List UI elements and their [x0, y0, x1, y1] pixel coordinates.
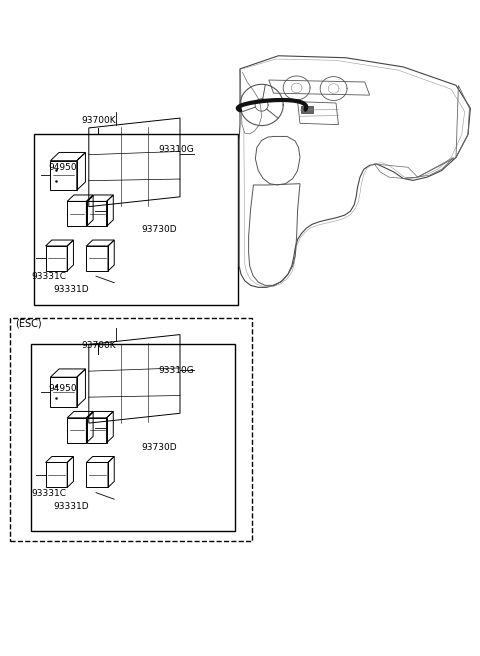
- Bar: [87, 418, 107, 443]
- Text: 93730D: 93730D: [142, 443, 177, 452]
- Bar: [10, 318, 252, 541]
- Bar: [31, 344, 235, 531]
- Text: 93730D: 93730D: [142, 225, 177, 234]
- Text: 93331C: 93331C: [31, 489, 66, 498]
- Bar: [67, 418, 86, 443]
- Text: 94950: 94950: [48, 384, 77, 393]
- Text: 94950: 94950: [48, 163, 77, 172]
- Text: (ESC): (ESC): [15, 318, 42, 328]
- Bar: [34, 134, 238, 305]
- Bar: [46, 246, 67, 271]
- Bar: [86, 462, 108, 487]
- Bar: [50, 377, 77, 407]
- Text: 93331D: 93331D: [53, 285, 89, 295]
- Text: 93331C: 93331C: [31, 272, 66, 281]
- Text: 93310G: 93310G: [158, 145, 194, 154]
- Text: 93310G: 93310G: [158, 366, 194, 375]
- Bar: [86, 246, 108, 271]
- Bar: [87, 201, 107, 226]
- Bar: [46, 462, 67, 487]
- Text: 93700K: 93700K: [81, 341, 116, 350]
- Text: 93331D: 93331D: [53, 502, 89, 511]
- Bar: [50, 161, 77, 190]
- Text: 93700K: 93700K: [81, 115, 116, 125]
- Bar: [301, 106, 313, 113]
- Bar: [67, 201, 86, 226]
